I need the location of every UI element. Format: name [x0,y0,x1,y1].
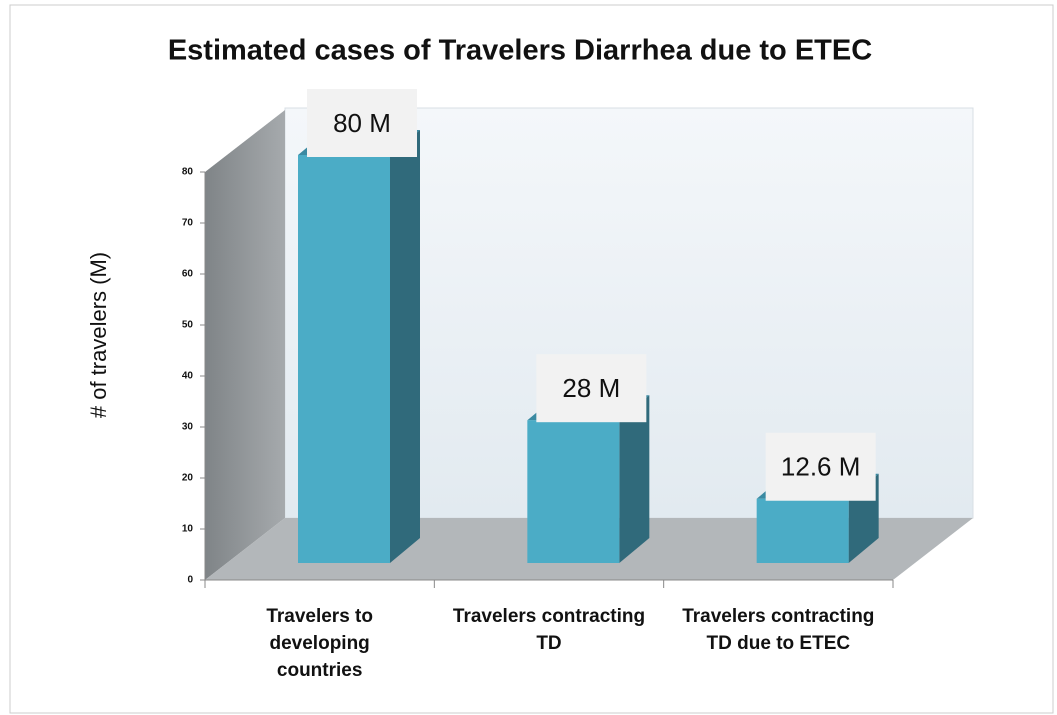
y-axis-label: # of travelers (M) [86,252,111,418]
x-tick-label: Travelers contracting TD [452,606,646,654]
bar-side [390,130,420,563]
y-tick-label: 0 [187,575,193,586]
x-tick-label: Travelers to developing countries [266,606,373,681]
x-tick-label: Travelers contracting TD due to ETEC [682,606,875,654]
value-label: 80 M [333,108,391,138]
value-label-box [536,354,647,423]
y-tick-label: 40 [182,371,194,382]
bar-side [619,395,650,563]
chart-title: Estimated cases of Travelers Diarrhea du… [168,35,872,67]
y-tick-label: 70 [182,218,194,229]
value-label: 12.6 M [781,452,861,482]
y-tick-label: 10 [182,524,194,535]
y-tick-label: 80 [182,167,194,178]
value-label-box [307,89,417,157]
bar [298,155,390,563]
value-label: 28 M [562,373,620,403]
y-tick-label: 30 [182,422,194,433]
value-label-box [765,432,876,501]
y-tick-label: 20 [182,473,194,484]
y-tick-label: 60 [182,269,194,280]
bar [527,420,620,563]
y-tick-label: 50 [182,320,194,331]
bar [756,498,849,563]
left-wall [205,110,285,580]
